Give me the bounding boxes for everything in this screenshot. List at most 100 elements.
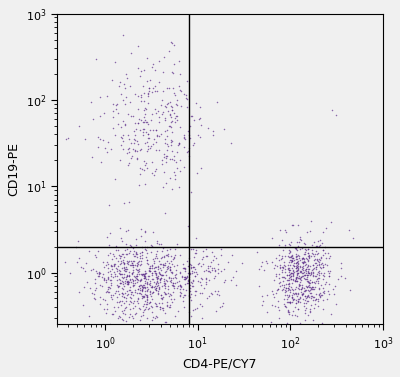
Point	[313, 296, 319, 302]
Point	[193, 247, 200, 253]
Point	[311, 305, 317, 311]
Point	[165, 253, 172, 259]
Point	[134, 155, 141, 161]
Point	[174, 149, 180, 155]
Point	[311, 257, 317, 263]
Point	[140, 300, 147, 307]
Point	[197, 165, 204, 171]
Point	[141, 98, 147, 104]
Point	[313, 264, 319, 270]
Point	[168, 270, 174, 276]
Point	[65, 135, 72, 141]
Point	[87, 285, 93, 291]
Point	[166, 302, 173, 308]
Point	[132, 253, 138, 259]
Point	[186, 293, 192, 299]
Point	[121, 81, 127, 87]
Point	[120, 32, 126, 38]
Point	[305, 258, 311, 264]
Point	[140, 119, 147, 125]
Point	[317, 261, 324, 267]
Point	[318, 292, 324, 298]
Point	[284, 294, 291, 300]
Point	[176, 288, 183, 294]
Point	[172, 313, 178, 319]
Point	[194, 132, 201, 138]
Point	[137, 262, 143, 268]
Point	[158, 102, 164, 108]
Point	[285, 253, 292, 259]
Point	[165, 108, 172, 114]
Point	[144, 250, 150, 256]
Point	[268, 259, 275, 265]
Point	[316, 259, 322, 265]
Point	[183, 149, 190, 155]
Point	[138, 271, 144, 277]
Point	[287, 271, 293, 277]
Point	[120, 275, 127, 281]
Point	[297, 320, 304, 326]
Point	[131, 258, 138, 264]
Point	[112, 271, 118, 277]
Point	[142, 303, 149, 310]
Point	[208, 291, 215, 297]
Point	[273, 273, 280, 279]
Point	[138, 249, 145, 255]
Point	[162, 153, 169, 159]
Point	[149, 263, 155, 269]
Point	[130, 251, 136, 257]
Point	[152, 270, 158, 276]
Point	[286, 248, 293, 254]
Point	[279, 273, 285, 279]
Point	[144, 315, 150, 321]
Point	[156, 284, 162, 290]
Point	[149, 276, 155, 282]
Point	[120, 283, 127, 289]
Point	[127, 307, 134, 313]
Point	[134, 298, 140, 304]
Point	[180, 261, 186, 267]
Point	[147, 293, 154, 299]
Point	[122, 268, 128, 274]
Point	[145, 121, 151, 127]
Point	[190, 264, 196, 270]
Point	[96, 269, 102, 275]
Point	[183, 92, 190, 98]
Point	[132, 147, 138, 153]
Point	[160, 305, 166, 311]
Point	[314, 257, 320, 263]
Point	[129, 258, 136, 264]
Point	[318, 254, 325, 261]
Point	[172, 280, 178, 286]
Point	[118, 298, 125, 304]
Point	[140, 294, 146, 300]
Point	[288, 273, 294, 279]
Point	[161, 169, 167, 175]
Point	[210, 265, 217, 271]
Point	[114, 277, 120, 284]
Point	[289, 295, 296, 301]
Point	[130, 146, 136, 152]
Point	[274, 263, 280, 269]
Point	[164, 302, 170, 308]
Point	[112, 308, 118, 314]
Point	[138, 146, 144, 152]
Point	[192, 266, 198, 272]
Point	[138, 98, 144, 104]
Point	[326, 281, 332, 287]
Point	[326, 254, 332, 261]
Point	[146, 85, 152, 91]
Point	[332, 283, 338, 289]
Point	[158, 305, 165, 311]
Point	[188, 270, 195, 276]
Point	[285, 309, 292, 315]
Point	[103, 288, 110, 294]
Point	[295, 267, 302, 273]
Point	[309, 267, 315, 273]
Point	[160, 54, 167, 60]
Point	[310, 251, 317, 257]
Point	[108, 256, 115, 262]
Point	[171, 263, 178, 269]
Point	[73, 244, 80, 250]
Point	[166, 274, 172, 280]
